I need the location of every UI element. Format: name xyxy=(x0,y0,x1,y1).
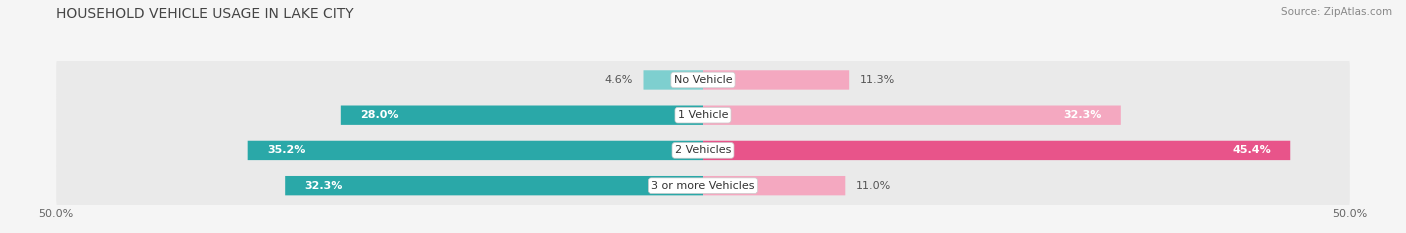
Text: No Vehicle: No Vehicle xyxy=(673,75,733,85)
FancyBboxPatch shape xyxy=(703,106,1121,125)
Text: 4.6%: 4.6% xyxy=(605,75,633,85)
Text: Source: ZipAtlas.com: Source: ZipAtlas.com xyxy=(1281,7,1392,17)
Text: 2 Vehicles: 2 Vehicles xyxy=(675,145,731,155)
Text: 3 or more Vehicles: 3 or more Vehicles xyxy=(651,181,755,191)
FancyBboxPatch shape xyxy=(703,176,845,195)
Text: 35.2%: 35.2% xyxy=(267,145,305,155)
Text: 32.3%: 32.3% xyxy=(305,181,343,191)
Text: 45.4%: 45.4% xyxy=(1232,145,1271,155)
Text: 11.3%: 11.3% xyxy=(859,75,894,85)
FancyBboxPatch shape xyxy=(56,56,1350,104)
FancyBboxPatch shape xyxy=(644,70,703,90)
FancyBboxPatch shape xyxy=(340,106,703,125)
Text: 32.3%: 32.3% xyxy=(1063,110,1101,120)
FancyBboxPatch shape xyxy=(56,126,1350,175)
FancyBboxPatch shape xyxy=(285,176,703,195)
FancyBboxPatch shape xyxy=(56,91,1350,140)
Text: 1 Vehicle: 1 Vehicle xyxy=(678,110,728,120)
FancyBboxPatch shape xyxy=(703,70,849,90)
FancyBboxPatch shape xyxy=(703,141,1291,160)
Text: 28.0%: 28.0% xyxy=(360,110,399,120)
Text: HOUSEHOLD VEHICLE USAGE IN LAKE CITY: HOUSEHOLD VEHICLE USAGE IN LAKE CITY xyxy=(56,7,354,21)
Text: 11.0%: 11.0% xyxy=(856,181,891,191)
FancyBboxPatch shape xyxy=(56,161,1350,210)
FancyBboxPatch shape xyxy=(247,141,703,160)
